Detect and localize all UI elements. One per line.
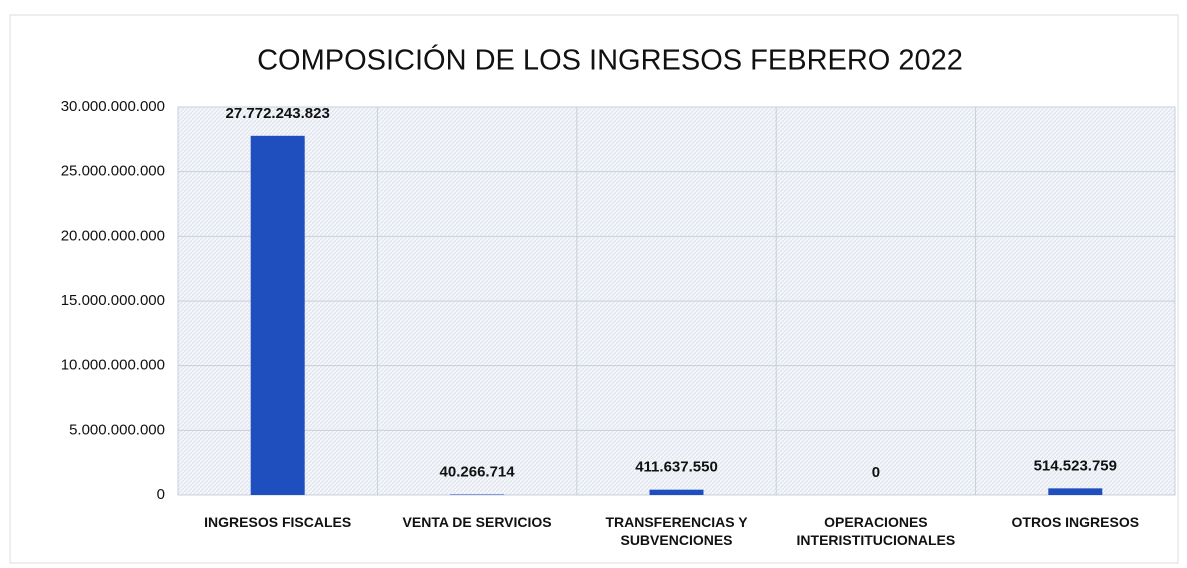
data-label: 27.772.243.823 — [226, 105, 330, 122]
x-tick-label: INGRESOS FISCALES — [204, 514, 352, 530]
data-label: 411.637.550 — [635, 459, 718, 476]
data-label: 514.523.759 — [1034, 457, 1117, 474]
x-tick-label: VENTA DE SERVICIOS — [402, 514, 552, 530]
bar — [649, 489, 704, 495]
x-tick-label: OPERACIONES INTERISTITUCIONALES — [796, 514, 956, 548]
x-tick-label: OTROS INGRESOS — [1011, 514, 1140, 530]
y-tick-label: 25.000.000.000 — [61, 163, 165, 180]
chart-title: COMPOSICIÓN DE LOS INGRESOS FEBRERO 2022 — [257, 44, 963, 77]
data-label: 40.266.714 — [440, 463, 516, 480]
bar — [1048, 488, 1103, 495]
y-tick-label: 5.000.000.000 — [69, 421, 165, 438]
y-tick-label: 20.000.000.000 — [61, 227, 165, 244]
y-tick-label: 10.000.000.000 — [61, 357, 165, 374]
y-tick-label: 0 — [157, 486, 165, 503]
x-tick-label: TRANSFERENCIAS Y SUBVENCIONES — [605, 514, 748, 548]
bar — [250, 135, 305, 495]
y-tick-label: 15.000.000.000 — [61, 292, 165, 309]
bar — [450, 494, 505, 495]
data-label: 0 — [872, 464, 880, 481]
y-tick-label: 30.000.000.000 — [61, 98, 165, 115]
